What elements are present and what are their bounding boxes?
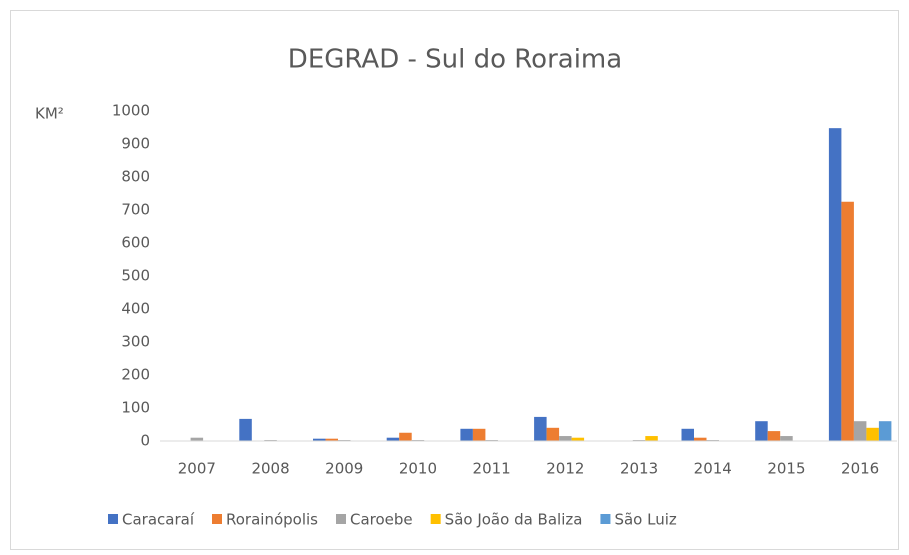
legend-label: Caracaraí [122, 511, 195, 529]
bar [571, 437, 585, 441]
legend-label: São Luiz [614, 511, 676, 529]
x-tick-label: 2014 [694, 460, 732, 478]
legend-swatch [430, 514, 441, 524]
y-tick-label: 1000 [112, 102, 150, 120]
bar [239, 418, 252, 441]
y-tick-label: 400 [121, 300, 150, 318]
legend-label: São João da Baliza [445, 511, 583, 529]
bar [472, 428, 486, 441]
y-axis-label: KM² [35, 105, 64, 123]
legend-label: Caroebe [350, 511, 413, 529]
bar [534, 416, 547, 441]
bar [853, 421, 867, 441]
legend-swatch [108, 514, 118, 524]
x-tick-label: 2007 [178, 460, 216, 478]
y-tick-label: 700 [121, 201, 150, 219]
y-tick-label: 900 [121, 135, 150, 153]
y-tick-label: 800 [121, 168, 150, 186]
bar [325, 438, 338, 441]
bar [645, 436, 658, 441]
legend-swatch [212, 514, 222, 524]
x-tick-label: 2016 [841, 460, 879, 478]
y-tick-label: 600 [121, 234, 150, 252]
x-tick-label: 2013 [620, 460, 658, 478]
y-tick-label: 500 [121, 267, 150, 285]
y-tick-label: 0 [140, 432, 150, 450]
bar [546, 427, 560, 441]
legend-swatch [336, 514, 346, 524]
x-tick-label: 2015 [767, 460, 805, 478]
bar [190, 437, 204, 441]
bar [767, 431, 781, 441]
x-tick-label: 2009 [325, 460, 363, 478]
legend-label: Rorainópolis [226, 511, 318, 529]
bar [399, 432, 412, 441]
chart-title: DEGRAD - Sul do Roraima [288, 45, 622, 75]
y-tick-label: 100 [121, 399, 150, 417]
bar [460, 428, 473, 441]
x-tick-label: 2010 [399, 460, 437, 478]
legend-swatch [600, 514, 611, 524]
bar [694, 437, 707, 441]
x-tick-label: 2011 [473, 460, 511, 478]
bar [681, 428, 694, 441]
x-tick-label: 2008 [251, 460, 289, 478]
bar [780, 436, 793, 441]
bar [755, 421, 768, 441]
bar [313, 438, 326, 441]
bar [841, 201, 854, 441]
bar [559, 436, 572, 441]
x-tick-label: 2012 [546, 460, 584, 478]
bar [878, 421, 892, 441]
bar [828, 128, 842, 441]
chart-frame [10, 10, 899, 550]
y-tick-label: 200 [121, 366, 150, 384]
y-tick-label: 300 [121, 333, 150, 351]
bar [866, 427, 879, 441]
bar [386, 437, 400, 441]
